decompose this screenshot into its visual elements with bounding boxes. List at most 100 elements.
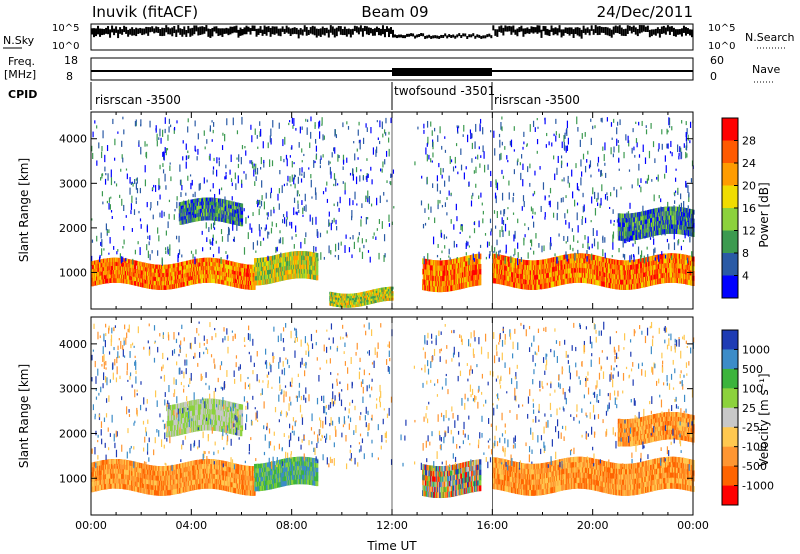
- nsky-sample: [279, 28, 282, 37]
- echo-cell: [203, 261, 207, 267]
- nsky-sample: [349, 29, 352, 38]
- nsky-sample: [195, 25, 198, 32]
- nsky-sample: [147, 27, 150, 36]
- nsky-sample: [339, 26, 342, 35]
- echo-cell: [183, 269, 186, 275]
- nsky-sample: [119, 27, 122, 34]
- nsky-sample: [516, 28, 519, 37]
- echo-cell: [171, 280, 175, 285]
- nsky-sample: [161, 27, 164, 37]
- nsky-sample: [434, 35, 437, 39]
- echo-cell: [520, 278, 523, 285]
- nsky-sample: [263, 25, 266, 35]
- echo-cell: [168, 264, 172, 269]
- nsky-sample: [626, 25, 629, 34]
- nsky-sample: [676, 29, 679, 35]
- echo-cell: [381, 298, 384, 302]
- nsky-sample: [394, 34, 397, 38]
- echo-cell: [186, 260, 189, 266]
- nsky-sample: [341, 28, 344, 36]
- echo-cell: [391, 297, 394, 301]
- nsky-sample: [404, 35, 407, 39]
- echo-cell: [261, 266, 264, 272]
- nsky-sample: [145, 26, 148, 34]
- echo-cell: [166, 264, 169, 270]
- nsky-sample: [674, 29, 677, 37]
- echo-cell: [516, 273, 519, 279]
- nsky-sample: [454, 35, 457, 39]
- nsky-sample: [379, 28, 382, 36]
- nsky-sample: [227, 28, 230, 36]
- nsky-sample: [530, 26, 533, 33]
- nsky-sample: [566, 27, 569, 34]
- nsky-sample: [424, 35, 427, 39]
- nsky-sample: [578, 27, 581, 37]
- nsky-sample: [333, 28, 336, 38]
- nsky-sample: [363, 25, 366, 32]
- echo-cell: [197, 258, 200, 264]
- nsky-sample: [355, 26, 358, 33]
- nsky-sample: [660, 26, 663, 34]
- echo-cell: [127, 275, 130, 281]
- echo-cell: [519, 268, 522, 275]
- nsky-sample: [135, 27, 138, 37]
- echo-cell: [213, 274, 217, 280]
- nsky-sample: [287, 27, 290, 34]
- nsky-sample: [478, 34, 481, 38]
- nave-tick-top: 60: [710, 54, 724, 67]
- nsky-sample: [652, 29, 655, 35]
- echo-cell: [537, 284, 540, 290]
- nsky-sample: [620, 27, 623, 36]
- nsky-sample: [375, 26, 378, 33]
- nsky-sample: [93, 28, 96, 38]
- echo-cell: [96, 260, 99, 265]
- echo-cell: [201, 274, 205, 279]
- nsky-sample: [249, 28, 252, 35]
- nsky-sample: [392, 29, 394, 38]
- nsky-label: N.Sky: [3, 34, 35, 47]
- echo-cell: [134, 276, 137, 282]
- nsky-sample: [137, 28, 140, 34]
- nsky-sample: [672, 27, 675, 37]
- nsky-sample: [638, 25, 641, 34]
- echo-cell: [193, 263, 196, 268]
- nsearch-label: N.Search: [745, 31, 795, 44]
- echo-cell: [189, 263, 192, 269]
- echo-cell: [203, 257, 207, 263]
- nsky-sample: [518, 27, 521, 33]
- power-heatmap: [91, 112, 695, 309]
- nsky-sample: [253, 25, 256, 32]
- nsky-sample: [201, 26, 204, 35]
- nsky-sample: [213, 26, 216, 32]
- nsky-sample: [141, 28, 144, 36]
- nsky-sample: [598, 26, 601, 35]
- echo-cell: [674, 263, 677, 269]
- nsky-sample: [514, 29, 517, 35]
- nsky-sample: [149, 27, 152, 33]
- nsky-sample: [446, 35, 449, 39]
- nsky-sample: [153, 28, 156, 34]
- echo-cell: [136, 265, 140, 270]
- nsky-sample: [225, 27, 228, 34]
- nsky-sample: [377, 27, 380, 36]
- nsky-sample: [504, 25, 507, 32]
- nsky-sample: [251, 25, 254, 32]
- echo-cell: [391, 286, 394, 290]
- nsky-sample: [171, 27, 174, 37]
- nsky-sample: [586, 27, 589, 33]
- nsky-sample: [219, 28, 222, 36]
- nsky-sample: [299, 28, 302, 35]
- freq-panel: Freq. [MHz] 18 8 60 0 Nave: [4, 54, 780, 83]
- echo-cell: [196, 266, 200, 272]
- echo-cell: [232, 282, 235, 287]
- nsky-sample: [103, 28, 106, 35]
- nsky-sample: [396, 35, 399, 39]
- nsky-sample: [640, 25, 643, 33]
- echo-cell: [224, 272, 228, 277]
- nsky-sample: [331, 26, 334, 35]
- echo-cell: [98, 275, 101, 281]
- echo-cell: [164, 285, 167, 290]
- cpid-label: CPID: [8, 88, 37, 101]
- cpid-row: CPID risrscan -3500 twofsound -3501 risr…: [8, 82, 580, 110]
- nsky-sample: [490, 35, 493, 39]
